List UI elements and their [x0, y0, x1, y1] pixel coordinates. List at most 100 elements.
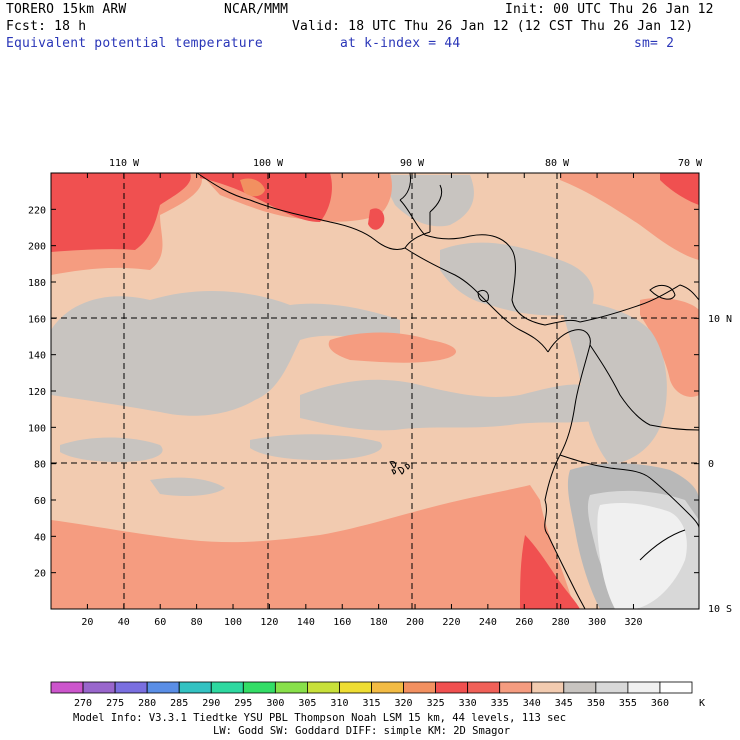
colorbar-label: 280 — [138, 698, 156, 709]
colorbar-swatch — [50, 681, 84, 694]
coastline-caribbean — [399, 199, 581, 326]
left-tick-label: 60 — [34, 496, 46, 507]
colorbar-label: 355 — [619, 698, 637, 709]
colorbar-label: 360 — [651, 698, 669, 709]
field-region-345-patch3 — [150, 477, 225, 496]
colorbar-swatch — [499, 681, 533, 694]
latitude-label: 10 S — [708, 604, 732, 615]
colorbar-swatch — [627, 681, 661, 694]
field-region-335-east — [640, 298, 699, 397]
field-region-360-andes — [597, 502, 687, 609]
colorbar-swatch — [435, 681, 469, 694]
colorbar-label: 345 — [555, 698, 573, 709]
colorbar-label: 295 — [234, 698, 252, 709]
latitude-label: 0 — [708, 459, 714, 470]
colorbar-label: 340 — [523, 698, 541, 709]
bottom-tick-label: 160 — [333, 617, 351, 628]
bottom-tick-label: 280 — [552, 617, 570, 628]
axis-ticks — [51, 173, 699, 609]
field-region-335-south — [51, 485, 575, 609]
colorbar-label: 350 — [587, 698, 605, 709]
left-tick-label: 100 — [28, 423, 46, 434]
colorbar-label: 270 — [74, 698, 92, 709]
field-region-345-north — [380, 175, 474, 227]
bottom-tick-label: 140 — [297, 617, 315, 628]
colorbar-swatch — [210, 681, 244, 694]
left-tick-label: 180 — [28, 278, 46, 289]
bottom-tick-label: 80 — [191, 617, 203, 628]
bottom-tick-label: 260 — [515, 617, 533, 628]
bottom-tick-label: 120 — [260, 617, 278, 628]
colorbar-swatch — [659, 681, 693, 694]
organization: NCAR/MMM — [224, 2, 289, 17]
field-name: Equivalent potential temperature — [6, 36, 263, 51]
forecast-hour: Fcst: 18 h — [6, 19, 87, 34]
left-tick-label: 200 — [28, 242, 46, 253]
field-region-330-patch — [368, 208, 385, 230]
theta-e-field — [51, 173, 699, 609]
colorbar-swatch — [146, 681, 180, 694]
field-region-330-ne — [660, 173, 699, 205]
level-info: at k-index = 44 — [340, 36, 461, 51]
bottom-tick-label: 300 — [588, 617, 606, 628]
bottom-tick-label: 240 — [479, 617, 497, 628]
field-region-330-west — [51, 173, 191, 252]
bottom-tick-label: 40 — [118, 617, 130, 628]
colorbar-swatch — [306, 681, 340, 694]
colorbar-label: 320 — [395, 698, 413, 709]
valid-time: Valid: 18 UTC Thu 26 Jan 12 (12 CST Thu … — [292, 19, 694, 34]
colorbar-label: 335 — [491, 698, 509, 709]
coastline-mexico — [196, 172, 406, 251]
field-region-335-ne — [560, 173, 699, 260]
colorbar-label: 290 — [202, 698, 220, 709]
border-bolivia — [639, 529, 686, 561]
bottom-tick-label: 20 — [81, 617, 93, 628]
bottom-tick-label: 180 — [370, 617, 388, 628]
bottom-tick-label: 320 — [624, 617, 642, 628]
colorbar-unit: K — [699, 698, 705, 709]
colorbar-swatch — [114, 681, 148, 694]
bottom-tick-label: 220 — [442, 617, 460, 628]
colorbar-swatch — [563, 681, 597, 694]
left-tick-label: 220 — [28, 205, 46, 216]
coastline-sa-pacific — [544, 344, 591, 610]
colorbar-swatch — [531, 681, 565, 694]
longitude-label: 100 W — [253, 158, 284, 169]
longitude-label: 80 W — [545, 158, 570, 169]
field-region-330-peru — [520, 535, 580, 609]
left-tick-label: 40 — [34, 532, 46, 543]
field-region-330-north — [200, 173, 332, 222]
coastline-panama — [547, 329, 591, 353]
coastline-colombia-venezuela — [579, 284, 700, 323]
colorbar-swatch — [82, 681, 116, 694]
bottom-tick-label: 200 — [406, 617, 424, 628]
field-region-335-mid — [328, 332, 457, 363]
lake-nicaragua — [477, 289, 489, 303]
model-name: TORERO 15km ARW — [6, 2, 127, 17]
colorbar-swatch — [178, 681, 212, 694]
field-region-345-patch1 — [60, 437, 163, 462]
smoothing-info: sm= 2 — [634, 36, 675, 51]
colorbar: 270 275 280 285 290 295 300 305 310 315 320 325 330 3… — [50, 681, 705, 709]
coastline-yucatan — [399, 172, 443, 213]
left-tick-label: 160 — [28, 314, 46, 325]
colorbar-swatch — [595, 681, 629, 694]
colorbar-swatch — [403, 681, 436, 694]
colorbar-swatch — [467, 681, 501, 694]
axis-tick-labels: 220 200 180 160 140 120 100 80 60 40 20 20 40 60 80 100… — [28, 158, 732, 628]
colorbar-swatch — [371, 681, 404, 694]
physics-info: LW: Godd SW: Goddard DIFF: simple KM: 2D… — [213, 725, 511, 737]
field-region-325-spot — [240, 178, 265, 197]
init-time: Init: 00 UTC Thu 26 Jan 12 — [505, 2, 714, 17]
left-tick-label: 140 — [28, 351, 46, 362]
colorbar-swatch — [242, 681, 276, 694]
left-tick-label: 80 — [34, 460, 46, 471]
longitude-label: 70 W — [678, 158, 703, 169]
colorbar-label: 305 — [298, 698, 316, 709]
colorbar-label: 330 — [459, 698, 477, 709]
bottom-tick-label: 100 — [224, 617, 242, 628]
coastline-central-america — [404, 247, 549, 353]
longitude-label: 110 W — [109, 158, 140, 169]
colorbar-swatch — [339, 681, 372, 694]
